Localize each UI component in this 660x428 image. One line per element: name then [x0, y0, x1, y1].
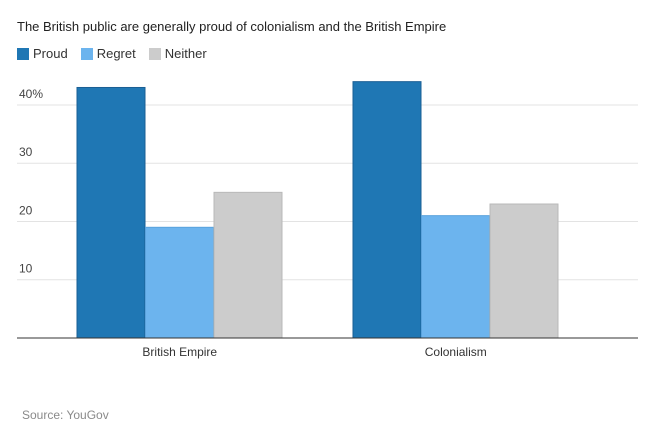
legend-label-neither: Neither — [164, 46, 207, 61]
legend-swatch-neither — [148, 47, 161, 60]
y-tick-label: 20 — [19, 203, 33, 217]
legend-swatch-regret — [80, 47, 93, 60]
legend-label-proud: Proud — [33, 46, 68, 61]
x-tick-label: British Empire — [142, 345, 217, 359]
y-tick-label: 30 — [19, 145, 33, 159]
y-tick-label: 40% — [19, 87, 43, 101]
bar-neither — [489, 203, 559, 339]
legend: Proud Regret Neither — [17, 46, 220, 61]
x-tick-label: Colonialism — [425, 345, 487, 359]
chart-title: The British public are generally proud o… — [17, 19, 447, 34]
legend-label-regret: Regret — [96, 46, 136, 61]
bar-proud — [352, 81, 422, 339]
y-tick-label: 10 — [19, 262, 33, 276]
bar-regret — [145, 226, 214, 339]
bar-chart-plot: 10 20 30 40% British Empire Colonialism — [17, 81, 638, 359]
bar-proud — [76, 86, 146, 339]
legend-swatch-proud — [17, 47, 29, 60]
bar-regret — [421, 215, 490, 339]
legend-item-neither: Neither — [148, 46, 207, 61]
source-note: Source: YouGov — [22, 408, 109, 422]
legend-item-proud: Proud — [17, 46, 68, 61]
bar-neither — [213, 191, 283, 339]
legend-item-regret: Regret — [80, 46, 136, 61]
